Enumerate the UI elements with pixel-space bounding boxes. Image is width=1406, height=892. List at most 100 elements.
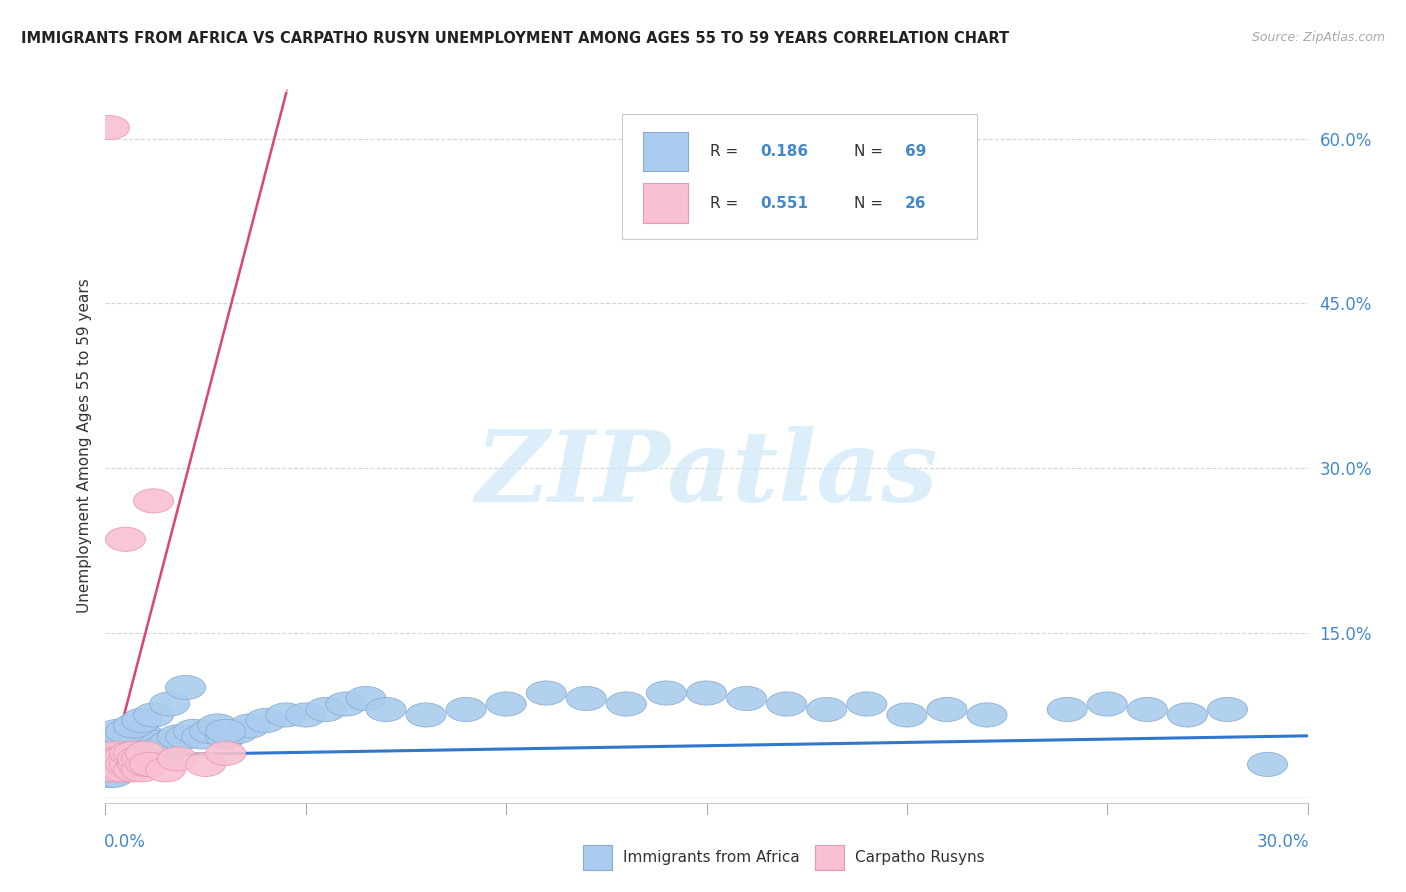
Ellipse shape: [97, 747, 138, 771]
Text: 69: 69: [905, 145, 927, 159]
Ellipse shape: [346, 687, 385, 711]
Ellipse shape: [97, 747, 138, 771]
Text: 26: 26: [905, 195, 927, 211]
Ellipse shape: [149, 731, 190, 755]
Ellipse shape: [606, 692, 647, 716]
Ellipse shape: [105, 752, 146, 776]
Ellipse shape: [90, 764, 129, 788]
Ellipse shape: [93, 764, 134, 788]
Ellipse shape: [486, 692, 526, 716]
Ellipse shape: [93, 741, 134, 765]
Ellipse shape: [118, 752, 157, 776]
Ellipse shape: [181, 725, 222, 749]
Ellipse shape: [1087, 692, 1128, 716]
Ellipse shape: [105, 719, 146, 744]
Ellipse shape: [766, 692, 807, 716]
Ellipse shape: [166, 675, 205, 699]
Ellipse shape: [846, 692, 887, 716]
Ellipse shape: [110, 752, 149, 776]
Ellipse shape: [1167, 703, 1208, 727]
Ellipse shape: [157, 747, 198, 771]
Ellipse shape: [967, 703, 1007, 727]
Ellipse shape: [526, 681, 567, 705]
Text: Immigrants from Africa: Immigrants from Africa: [623, 850, 800, 864]
Ellipse shape: [105, 527, 146, 551]
Ellipse shape: [157, 725, 198, 749]
Ellipse shape: [186, 752, 225, 776]
Text: N =: N =: [855, 145, 889, 159]
Ellipse shape: [125, 725, 166, 749]
Ellipse shape: [138, 731, 177, 755]
Ellipse shape: [134, 741, 173, 765]
Ellipse shape: [446, 698, 486, 722]
Ellipse shape: [142, 736, 181, 760]
Ellipse shape: [266, 703, 307, 727]
Ellipse shape: [205, 725, 246, 749]
Ellipse shape: [121, 708, 162, 732]
Ellipse shape: [205, 741, 246, 765]
Ellipse shape: [101, 752, 142, 776]
Ellipse shape: [686, 681, 727, 705]
Ellipse shape: [406, 703, 446, 727]
Ellipse shape: [121, 758, 162, 782]
Ellipse shape: [97, 731, 138, 755]
Ellipse shape: [114, 725, 153, 749]
Ellipse shape: [229, 714, 270, 738]
Ellipse shape: [101, 736, 142, 760]
Ellipse shape: [114, 758, 153, 782]
Ellipse shape: [118, 752, 157, 776]
Text: 0.551: 0.551: [761, 195, 808, 211]
Ellipse shape: [93, 758, 134, 782]
Ellipse shape: [97, 719, 138, 744]
Ellipse shape: [105, 758, 146, 782]
Ellipse shape: [118, 731, 157, 755]
Ellipse shape: [101, 747, 142, 771]
Ellipse shape: [190, 719, 229, 744]
Ellipse shape: [105, 741, 146, 765]
Text: R =: R =: [710, 195, 744, 211]
Ellipse shape: [114, 747, 153, 771]
Ellipse shape: [218, 719, 257, 744]
Ellipse shape: [121, 747, 162, 771]
Text: 0.186: 0.186: [761, 145, 808, 159]
Ellipse shape: [173, 719, 214, 744]
Ellipse shape: [125, 747, 166, 771]
Ellipse shape: [97, 752, 138, 776]
Ellipse shape: [927, 698, 967, 722]
Ellipse shape: [647, 681, 686, 705]
Ellipse shape: [121, 741, 162, 765]
Text: Source: ZipAtlas.com: Source: ZipAtlas.com: [1251, 31, 1385, 45]
FancyBboxPatch shape: [623, 114, 977, 239]
Ellipse shape: [118, 747, 157, 771]
Text: 0.0%: 0.0%: [104, 833, 146, 851]
Text: R =: R =: [710, 145, 744, 159]
Ellipse shape: [129, 736, 170, 760]
Ellipse shape: [93, 741, 134, 765]
Ellipse shape: [727, 687, 766, 711]
Ellipse shape: [1247, 752, 1288, 776]
Ellipse shape: [567, 687, 606, 711]
Ellipse shape: [366, 698, 406, 722]
Ellipse shape: [134, 489, 173, 513]
Text: N =: N =: [855, 195, 889, 211]
Ellipse shape: [307, 698, 346, 722]
Ellipse shape: [887, 703, 927, 727]
Ellipse shape: [149, 692, 190, 716]
Ellipse shape: [285, 703, 326, 727]
Ellipse shape: [198, 714, 238, 738]
Ellipse shape: [246, 708, 285, 732]
Bar: [643, 184, 689, 223]
Ellipse shape: [110, 736, 149, 760]
Text: Carpatho Rusyns: Carpatho Rusyns: [855, 850, 984, 864]
Bar: [643, 132, 689, 171]
Ellipse shape: [129, 752, 170, 776]
Ellipse shape: [134, 703, 173, 727]
Ellipse shape: [125, 741, 166, 765]
Text: IMMIGRANTS FROM AFRICA VS CARPATHO RUSYN UNEMPLOYMENT AMONG AGES 55 TO 59 YEARS : IMMIGRANTS FROM AFRICA VS CARPATHO RUSYN…: [21, 31, 1010, 46]
Ellipse shape: [146, 741, 186, 765]
Ellipse shape: [114, 714, 153, 738]
Ellipse shape: [166, 725, 205, 749]
Ellipse shape: [1047, 698, 1087, 722]
Text: ZIPatlas: ZIPatlas: [475, 426, 938, 523]
Ellipse shape: [114, 741, 153, 765]
